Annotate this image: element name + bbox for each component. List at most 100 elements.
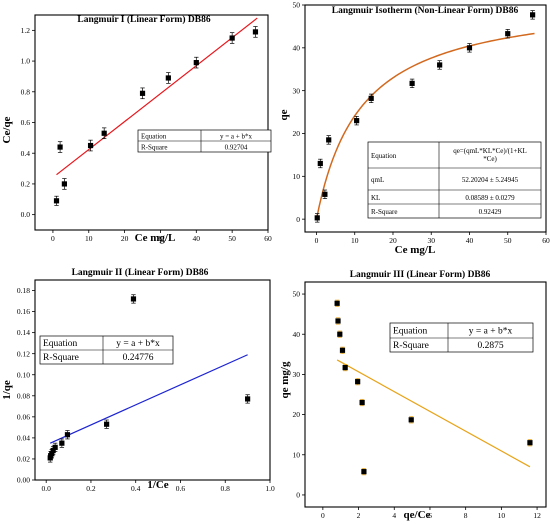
data-point [59,440,65,446]
y-tick-label: 50 [293,290,301,299]
y-tick-label: 0.8 [21,87,31,96]
stats-table-value: y = a + b*x [220,133,253,141]
stats-table-value: y = a + b*x [469,327,513,337]
x-tick-label: 20 [121,234,129,243]
data-point [354,118,360,124]
x-axis-label: Ce mg/L [135,232,176,244]
stats-table-value: 0.92704 [225,144,248,152]
plot-frame [34,14,269,231]
data-point [361,469,367,475]
x-tick-label: 10 [85,234,93,243]
stats-table-value: 0.92429 [479,208,502,216]
x-tick-label: 0 [315,236,319,245]
x-axis-label: 1/Ce [147,479,169,491]
x-tick-label: 40 [193,234,201,243]
x-tick-label: 0.8 [221,484,231,493]
chart-title: Langmuir III (Linear Form) DB86 [350,269,491,280]
y-tick-label: 0.08 [17,391,30,400]
y-tick-label: 1.0 [21,57,31,66]
stats-table-label: R-Square [43,353,79,363]
x-tick-label: 10 [351,236,359,245]
x-tick-label: 12 [533,511,541,520]
chart-title: Langmuir II (Linear Form) DB86 [72,267,209,278]
data-point [50,447,56,454]
y-tick-label: 20 [293,410,301,419]
stats-table-label: KL [371,194,380,202]
x-tick-label: 0.4 [131,484,141,493]
data-point [61,181,67,187]
data-point [337,331,343,337]
data-point [339,347,346,353]
data-point [130,296,137,302]
data-point [326,137,332,143]
chart-title: Langmuir I (Linear Form) DB86 [77,14,210,25]
y-tick-label: 0.04 [17,433,30,442]
x-axis-label: Ce mg/L [395,244,436,256]
data-point [527,440,533,446]
data-point [530,12,536,18]
x-tick-label: 0.0 [42,484,52,493]
y-axis-label: qe mg/g [279,361,291,398]
stats-table-label: R-Square [393,341,429,351]
data-point [229,35,235,41]
panel-langmuir-nonlinear: Langmuir Isotherm (Non-Linear Form) DB86… [278,1,550,256]
data-point [52,444,58,450]
x-tick-label: 8 [464,511,468,520]
y-tick-label: 0.12 [17,349,30,358]
data-point [53,198,60,204]
y-tick-label: 0.0 [21,210,31,219]
stats-table-value: 0.24776 [123,353,154,363]
data-point [139,90,146,96]
data-point [368,95,374,101]
panel-langmuir-1: Langmuir I (Linear Form) DB86 Ce mg/L Ce… [1,14,272,244]
x-tick-label: 60 [264,234,272,243]
data-point [252,29,259,35]
data-point [104,421,110,427]
data-point [317,160,323,167]
data-point [87,142,94,149]
y-tick-label: 20 [293,129,301,138]
stats-table-label: Equation [393,327,428,337]
stats-table-value: y = a + b*x [116,339,160,349]
stats-table-label: R-Square [141,144,167,152]
data-point [342,364,348,371]
y-tick-label: 50 [293,1,301,10]
x-tick-label: 0 [321,511,325,520]
x-tick-label: 2 [357,511,361,520]
y-tick-label: 0.10 [17,370,30,379]
data-point [314,215,320,221]
data-point [101,130,107,136]
y-tick-label: 40 [293,43,301,52]
data-point [466,45,473,51]
x-tick-label: 20 [389,236,397,245]
panel-langmuir-2: Langmuir II (Linear Form) DB86 1/Ce 1/qe… [1,267,275,493]
y-tick-label: 0.18 [17,286,30,295]
plot-frame [34,279,271,481]
y-tick-label: 0.6 [21,118,31,127]
y-axis-label: Ce/qe [1,116,13,143]
x-tick-label: 4 [392,511,396,520]
y-tick-label: 0.16 [17,307,30,316]
x-tick-label: 0.6 [176,484,186,493]
data-point [505,31,511,37]
data-point [49,451,55,457]
fit-line [49,354,248,444]
y-tick-label: 0 [296,491,300,500]
data-point [359,399,365,406]
stats-table-value: 0.08589 ± 0.0279 [465,194,515,202]
data-point [322,191,328,197]
y-tick-label: 10 [293,172,301,181]
data-point [64,432,71,438]
data-point [335,318,341,324]
stats-table-value: 52.20204 ± 5.24945 [462,176,519,184]
x-tick-label: 60 [542,236,550,245]
y-axis-label: qe [278,109,290,120]
x-tick-label: 30 [157,234,165,243]
fit-line [336,359,531,468]
panel-langmuir-3: Langmuir III (Linear Form) DB86 qe/Ce qe… [279,269,547,521]
stats-table-value: 0.2875 [477,341,503,351]
x-tick-label: 40 [466,236,474,245]
data-point [193,60,199,66]
stats-table-label: Equation [141,133,167,141]
